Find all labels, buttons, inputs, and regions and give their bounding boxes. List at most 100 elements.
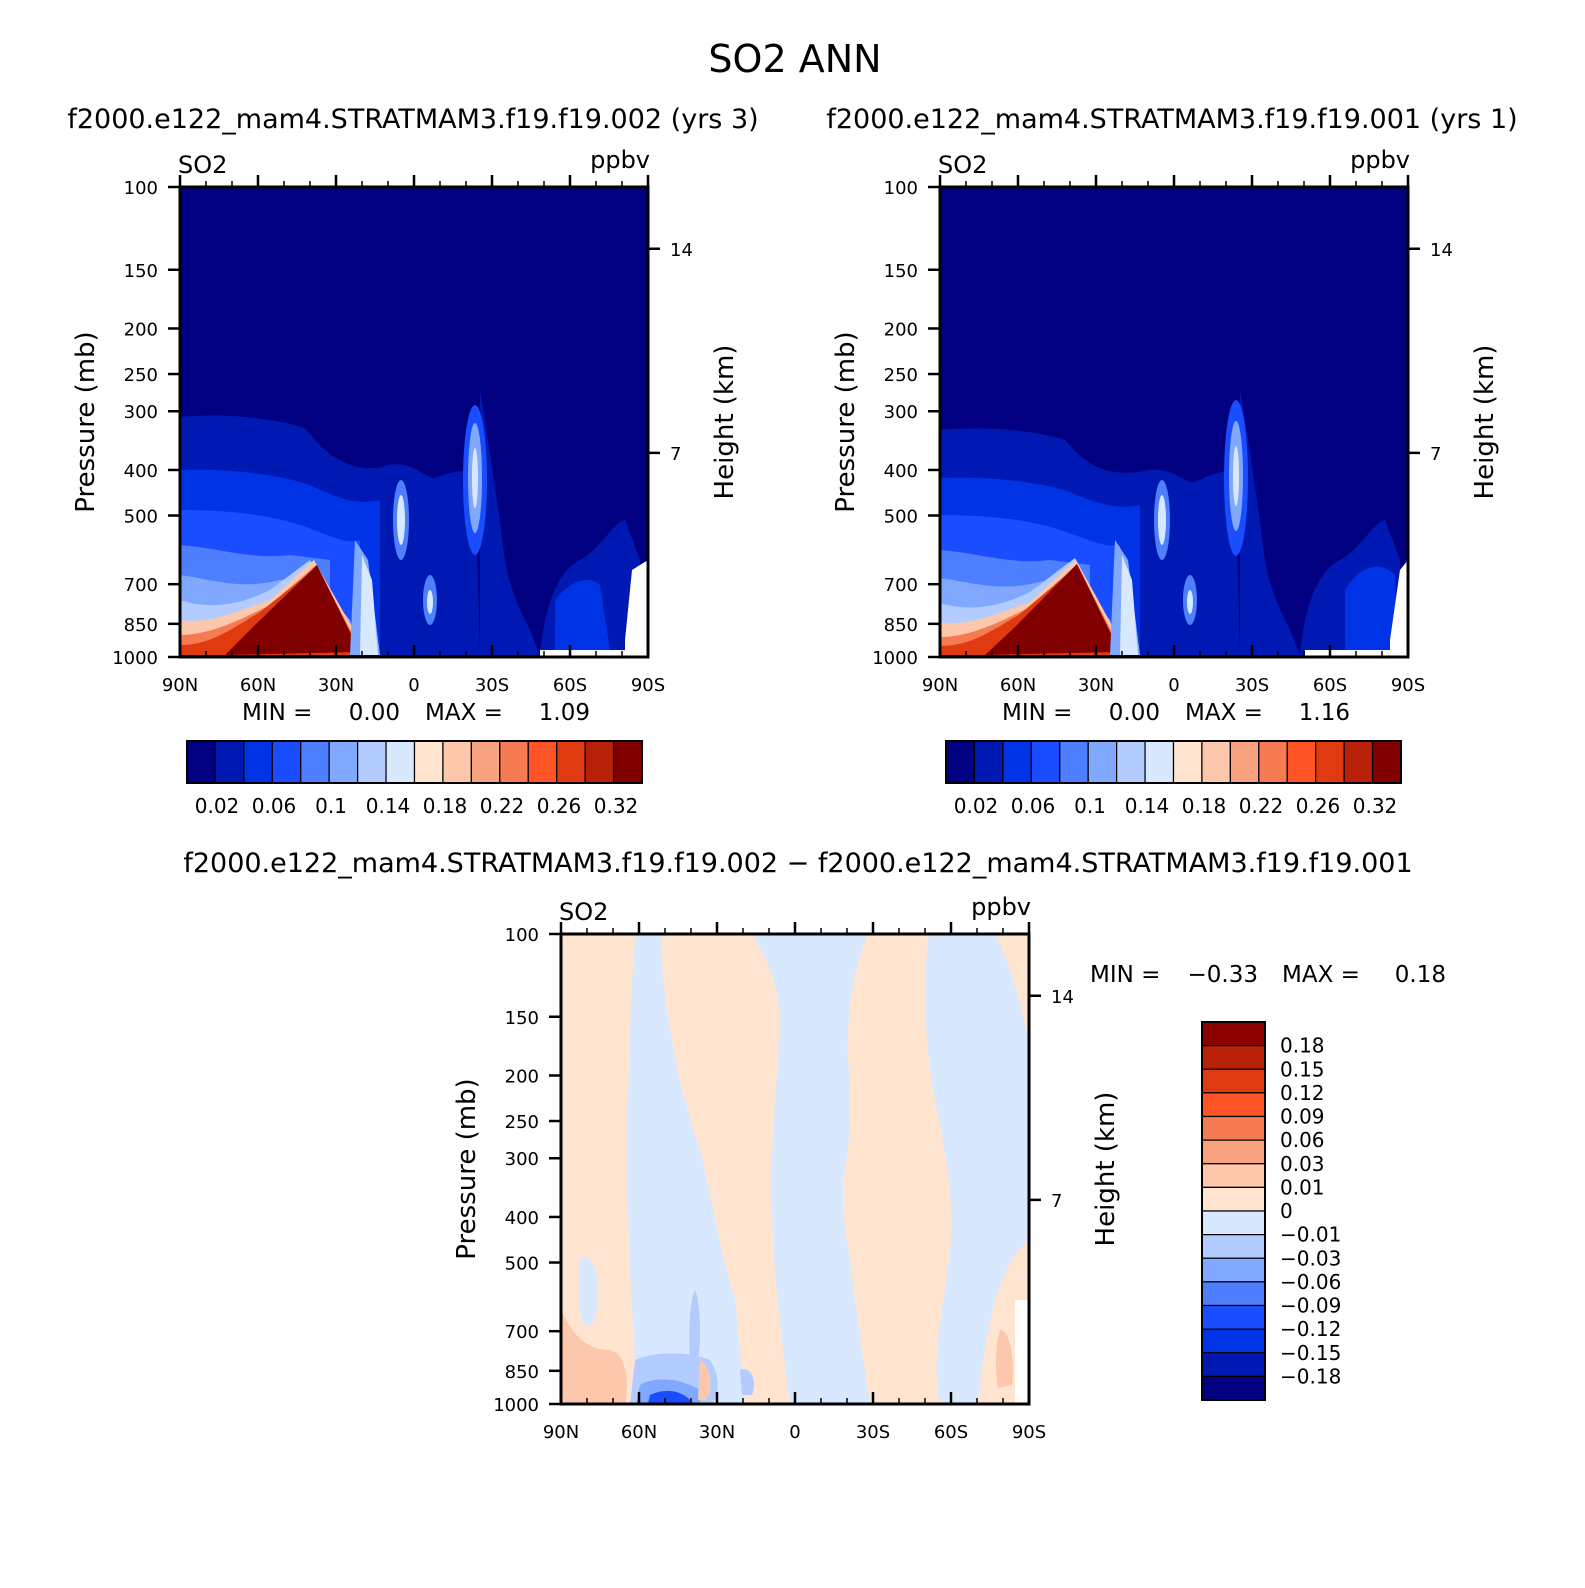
y-tick-label: 100 bbox=[505, 925, 539, 946]
colorbar-swatch bbox=[556, 740, 586, 784]
panel-c-max-value: 0.18 bbox=[1395, 962, 1446, 988]
x-tick-label: 30S bbox=[475, 675, 509, 696]
colorbar-swatch bbox=[243, 740, 273, 784]
colorbar-swatch bbox=[300, 740, 330, 784]
panel-a-min-label: MIN = bbox=[242, 700, 312, 726]
colorbar-swatch bbox=[470, 740, 501, 784]
panel-a-var-label: SO2 bbox=[178, 151, 227, 179]
y-tick-label: 200 bbox=[124, 319, 158, 340]
colorbar-swatch bbox=[1201, 1163, 1266, 1188]
panel-c-var-label: SO2 bbox=[559, 898, 608, 926]
y-tick-label: 100 bbox=[884, 178, 918, 199]
colorbar-tick-label: 0.02 bbox=[195, 794, 240, 818]
colorbar-tick-label: −0.09 bbox=[1280, 1294, 1341, 1318]
colorbar-tick-label: 0.09 bbox=[1280, 1105, 1325, 1129]
colorbar-tick-label: −0.12 bbox=[1280, 1317, 1341, 1341]
colorbar-swatch bbox=[1201, 1186, 1266, 1212]
colorbar-tick-label: 0.18 bbox=[1182, 794, 1227, 818]
panel-b-var-label: SO2 bbox=[938, 151, 987, 179]
panel-a-max-label: MAX = bbox=[425, 700, 503, 726]
y-tick-label: 250 bbox=[505, 1112, 539, 1133]
y-tick-label: 500 bbox=[124, 507, 158, 528]
y-tick-label: 1000 bbox=[872, 648, 918, 669]
x-tick-label: 30N bbox=[318, 675, 354, 696]
x-tick-label: 30N bbox=[699, 1422, 735, 1443]
panel-a-min-value: 0.00 bbox=[349, 700, 400, 726]
colorbar-swatch bbox=[612, 740, 643, 784]
panel-c-ylabel-left: Pressure (mb) bbox=[452, 1078, 482, 1259]
colorbar-swatch bbox=[1201, 740, 1231, 784]
y-tick-label: 150 bbox=[505, 1008, 539, 1029]
y-tick-label: 300 bbox=[124, 402, 158, 423]
x-tick-label: 90S bbox=[1391, 675, 1425, 696]
colorbar-tick-label: 0.06 bbox=[252, 794, 297, 818]
y-tick-label: 1000 bbox=[112, 648, 158, 669]
panel-b-min-label: MIN = bbox=[1002, 700, 1072, 726]
colorbar-tick-label: 0.15 bbox=[1280, 1057, 1325, 1081]
colorbar-swatch bbox=[1286, 740, 1317, 784]
colorbar-swatch bbox=[1201, 1045, 1266, 1070]
colorbar-tick-label: 0.06 bbox=[1280, 1128, 1325, 1152]
colorbar-border bbox=[186, 740, 643, 784]
colorbar-tick-label: 0.18 bbox=[1280, 1034, 1325, 1058]
colorbar-swatch bbox=[1258, 740, 1288, 784]
y-tick-label: 850 bbox=[124, 615, 158, 636]
colorbar-tick-label: 0.32 bbox=[1353, 794, 1398, 818]
colorbar-swatch bbox=[357, 740, 387, 784]
colorbar-swatch bbox=[1201, 1021, 1266, 1047]
figure-title: SO2 ANN bbox=[708, 37, 881, 81]
colorbar-tick-label: −0.06 bbox=[1280, 1270, 1341, 1294]
y-tick-label: 500 bbox=[505, 1254, 539, 1275]
panel-a-max-value: 1.09 bbox=[539, 700, 590, 726]
colorbar-swatch bbox=[973, 740, 1004, 784]
y-tick-label: 400 bbox=[124, 461, 158, 482]
colorbar-swatch bbox=[1087, 740, 1118, 784]
y-tick-label: 200 bbox=[505, 1066, 539, 1087]
panel-c-contour-fill bbox=[561, 934, 1029, 1404]
colorbar-swatch bbox=[1059, 740, 1089, 784]
y-tick-label: 100 bbox=[124, 178, 158, 199]
colorbar-tick-label: 0.22 bbox=[1239, 794, 1284, 818]
x-tick-label: 90N bbox=[543, 1422, 579, 1443]
colorbar-tick-label: 0.01 bbox=[1280, 1175, 1325, 1199]
panel-c-ylabel-right: Height (km) bbox=[1091, 1092, 1121, 1247]
colorbar-swatch bbox=[1201, 1115, 1266, 1141]
panel-b: SO2 ppbv 90N 60N 30N 0 30S 60S 90S 100 150 200 250… bbox=[831, 146, 1500, 818]
panel-a-ylabel-left: Pressure (mb) bbox=[71, 331, 101, 512]
x-tick-label: 30S bbox=[1235, 675, 1269, 696]
y2-tick-label: 14 bbox=[1051, 987, 1074, 1008]
panel-c-colorbar: 0.180.150.120.090.060.030.010−0.01−0.03−… bbox=[1201, 1021, 1341, 1401]
y-tick-label: 400 bbox=[505, 1208, 539, 1229]
panel-a: SO2 ppbv 90N 60N 30N 0 30S 60S 90S 100 150 200 250… bbox=[71, 146, 740, 818]
y-tick-label: 700 bbox=[884, 575, 918, 596]
colorbar-tick-label: 0.02 bbox=[954, 794, 999, 818]
panel-a-colorbar: 0.02 0.06 0.1 0.14 0.18 0.22 0.26 0.32 bbox=[186, 740, 643, 818]
colorbar-tick-label: −0.03 bbox=[1280, 1246, 1341, 1270]
colorbar-swatch bbox=[1371, 740, 1402, 784]
y-tick-label: 850 bbox=[884, 615, 918, 636]
colorbar-tick-label: −0.15 bbox=[1280, 1341, 1341, 1365]
colorbar-swatch bbox=[1201, 1281, 1266, 1307]
panel-b-unit-label: ppbv bbox=[1350, 146, 1410, 174]
colorbar-tick-label: 0.26 bbox=[537, 794, 582, 818]
colorbar-tick-label: 0.14 bbox=[366, 794, 411, 818]
y-tick-label: 150 bbox=[884, 261, 918, 282]
panel-b-max-value: 1.16 bbox=[1299, 700, 1350, 726]
y-tick-label: 500 bbox=[884, 507, 918, 528]
x-tick-label: 0 bbox=[789, 1422, 800, 1443]
colorbar-tick-label: 0 bbox=[1280, 1199, 1293, 1223]
colorbar-swatch bbox=[1201, 1139, 1266, 1165]
colorbar-tick-label: 0.1 bbox=[1074, 794, 1106, 818]
colorbar-swatch bbox=[413, 740, 444, 784]
colorbar-swatch bbox=[1229, 740, 1260, 784]
x-tick-label: 60S bbox=[553, 675, 587, 696]
x-tick-label: 90S bbox=[631, 675, 665, 696]
panel-a-unit-label: ppbv bbox=[590, 146, 650, 174]
panel-b-header: f2000.e122_mam4.STRATMAM3.f19.f19.001 (y… bbox=[826, 104, 1517, 135]
y-tick-label: 700 bbox=[124, 575, 158, 596]
panel-c: SO2 ppbv 90N 60N 30N 0 30S 60S 90S 100 150 200 250… bbox=[452, 893, 1446, 1443]
x-tick-label: 60N bbox=[621, 1422, 657, 1443]
y-tick-label: 850 bbox=[505, 1362, 539, 1383]
colorbar-swatch bbox=[1315, 740, 1345, 784]
